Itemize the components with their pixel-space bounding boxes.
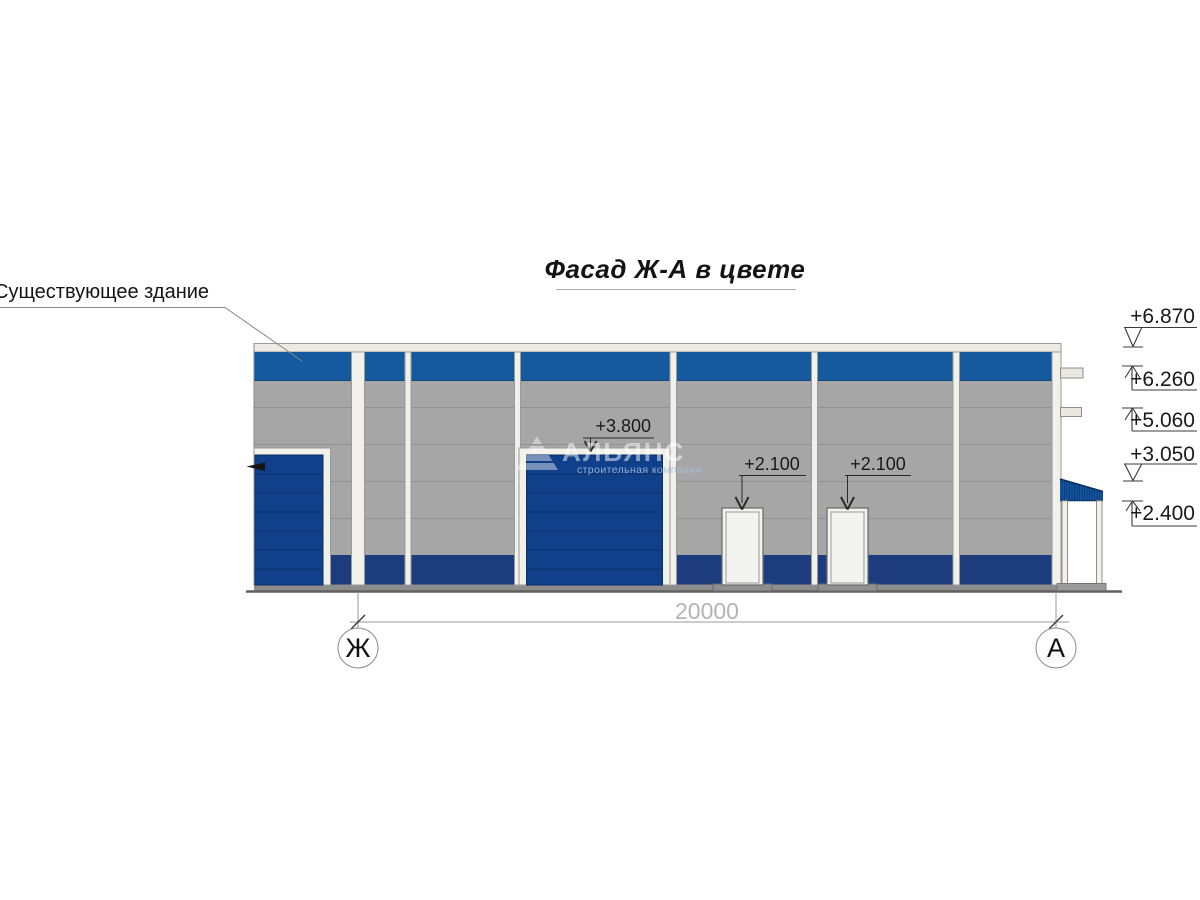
dimension-tick xyxy=(350,614,366,630)
drawing-title: Фасад Ж-А в цвете xyxy=(544,254,806,284)
watermark-tagline: строительная компания xyxy=(577,464,702,476)
down-arrow-icon xyxy=(583,440,598,452)
gate-elevation-label: +3.800 xyxy=(595,416,651,436)
entry-door-2 xyxy=(817,507,878,592)
elevation-symbol-up-icon xyxy=(1122,365,1197,391)
gate-elevation-leader xyxy=(583,437,654,452)
door2-elevation-label: +2.100 xyxy=(850,454,906,474)
pilasters xyxy=(351,351,1062,586)
down-arrow-icon xyxy=(734,496,750,510)
entry-door-1 xyxy=(712,507,773,592)
axis-label-a: А xyxy=(1046,633,1065,663)
elevation-symbols-right xyxy=(1122,326,1197,527)
pilaster xyxy=(351,351,365,586)
elevation-symbol-down-icon xyxy=(1123,326,1197,348)
elevation-mark-6870: +6.870 xyxy=(1130,305,1195,328)
axis-bubble-a xyxy=(1035,627,1077,669)
door2-elevation-leader xyxy=(840,475,911,510)
canopy-posts xyxy=(1056,500,1107,591)
overall-dimension-label: 20000 xyxy=(675,598,739,624)
elevation-symbol-up-icon xyxy=(1122,500,1197,527)
parapet-band xyxy=(254,352,1060,381)
elevation-mark-5060: +5.060 xyxy=(1130,409,1195,432)
entrance-canopy xyxy=(1059,478,1104,502)
door1-elevation-label: +2.100 xyxy=(744,454,800,474)
plinth xyxy=(254,584,1105,591)
adjacent-beams xyxy=(1060,367,1084,417)
dimension-and-axes xyxy=(337,592,1077,669)
elevation-mark-6260: +6.260 xyxy=(1130,368,1195,391)
door1-elevation-leader xyxy=(734,475,806,510)
roof-coping xyxy=(253,343,1062,353)
canopy-base-pad xyxy=(1056,583,1107,591)
side-canopy-profile xyxy=(246,462,265,471)
axis-bubble-zh xyxy=(337,627,379,669)
pilaster xyxy=(952,351,960,586)
callout-leader-line xyxy=(0,307,303,362)
axis-label-zh: Ж xyxy=(345,633,371,663)
elevation-mark-2400: +2.400 xyxy=(1130,502,1195,525)
elevation-symbol-up-icon xyxy=(1122,407,1197,432)
corner-pilaster xyxy=(1051,351,1062,586)
existing-building-callout: Существующее здание xyxy=(0,281,210,303)
dimension-tick xyxy=(1048,614,1064,630)
pilaster xyxy=(404,351,412,586)
pilaster xyxy=(811,351,818,586)
sectional-gate-left xyxy=(253,447,331,586)
watermark-name: АЛЬЯНС xyxy=(562,437,686,467)
elevation-mark-3050: +3.050 xyxy=(1130,443,1195,466)
sectional-gate-main xyxy=(518,447,671,586)
down-arrow-icon xyxy=(840,496,855,510)
watermark-logo-icon xyxy=(516,437,558,470)
elevation-symbol-down-icon xyxy=(1123,463,1197,482)
